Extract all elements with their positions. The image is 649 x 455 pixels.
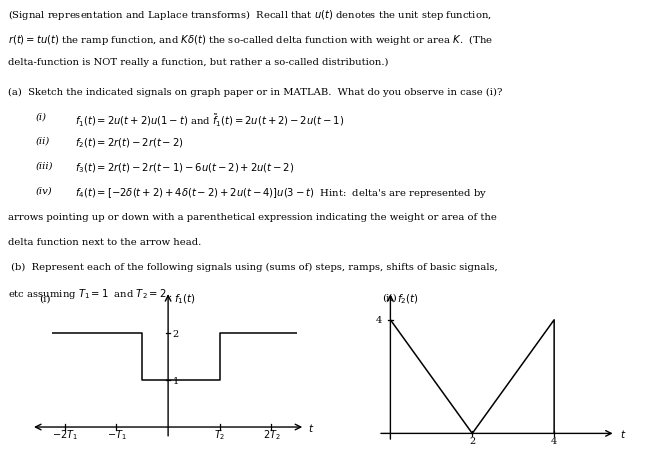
Text: $t$: $t$ [308,421,314,433]
Text: 1: 1 [173,376,179,385]
Text: (ii): (ii) [382,293,397,302]
Text: (ii): (ii) [36,136,50,146]
Text: $-T_1$: $-T_1$ [106,427,127,441]
Text: delta function next to the arrow head.: delta function next to the arrow head. [8,238,201,247]
Text: etc assuming $T_1=1$  and $T_2=2$ .: etc assuming $T_1=1$ and $T_2=2$ . [8,287,173,301]
Text: 4: 4 [551,436,557,445]
Text: $f_4(t)=\left[-2\delta(t+2)+4\delta(t-2)+2u(t-4)\right]u(3-t)$  Hint:  delta's a: $f_4(t)=\left[-2\delta(t+2)+4\delta(t-2)… [75,186,487,200]
Text: 2: 2 [173,329,179,338]
Text: $2T_2$: $2T_2$ [263,427,280,441]
Text: $-2T_1$: $-2T_1$ [52,427,78,441]
Text: $r(t)=tu(t)$ the ramp function, and $K\delta(t)$ the so-called delta function wi: $r(t)=tu(t)$ the ramp function, and $K\d… [8,33,493,47]
Text: (iii): (iii) [36,161,53,170]
Text: (a)  Sketch the indicated signals on graph paper or in MATLAB.  What do you obse: (a) Sketch the indicated signals on grap… [8,87,502,96]
Text: $f_3(t)=2r(t)-2r(t-1)-6u(t-2)+2u(t-2)$: $f_3(t)=2r(t)-2r(t-1)-6u(t-2)+2u(t-2)$ [75,161,294,175]
Text: arrows pointing up or down with a parenthetical expression indicating the weight: arrows pointing up or down with a parent… [8,213,496,222]
Text: (iv): (iv) [36,186,53,195]
Text: (i): (i) [39,294,51,303]
Text: (b)  Represent each of the following signals using (sums of) steps, ramps, shift: (b) Represent each of the following sign… [8,262,498,271]
Text: $f_1(t)=2u(t+2)u(1-t)$ and $\tilde{f}_1(t)=2u(t+2)-2u(t-1)$: $f_1(t)=2u(t+2)u(1-t)$ and $\tilde{f}_1(… [75,112,344,128]
Text: (Signal representation and Laplace transforms)  Recall that $u(t)$ denotes the u: (Signal representation and Laplace trans… [8,8,492,22]
Text: 2: 2 [469,436,476,445]
Text: $f_2(t)=2r(t)-2r(t-2)$: $f_2(t)=2r(t)-2r(t-2)$ [75,136,184,150]
Text: 4: 4 [376,316,382,324]
Text: $t$: $t$ [620,427,626,440]
Text: $f_1(t)$: $f_1(t)$ [174,292,195,305]
Text: $T_2$: $T_2$ [214,427,226,441]
Text: delta-function is NOT really a function, but rather a so-called distribution.): delta-function is NOT really a function,… [8,57,388,66]
Text: (i): (i) [36,112,47,121]
Text: $f_2(t)$: $f_2(t)$ [397,292,419,305]
